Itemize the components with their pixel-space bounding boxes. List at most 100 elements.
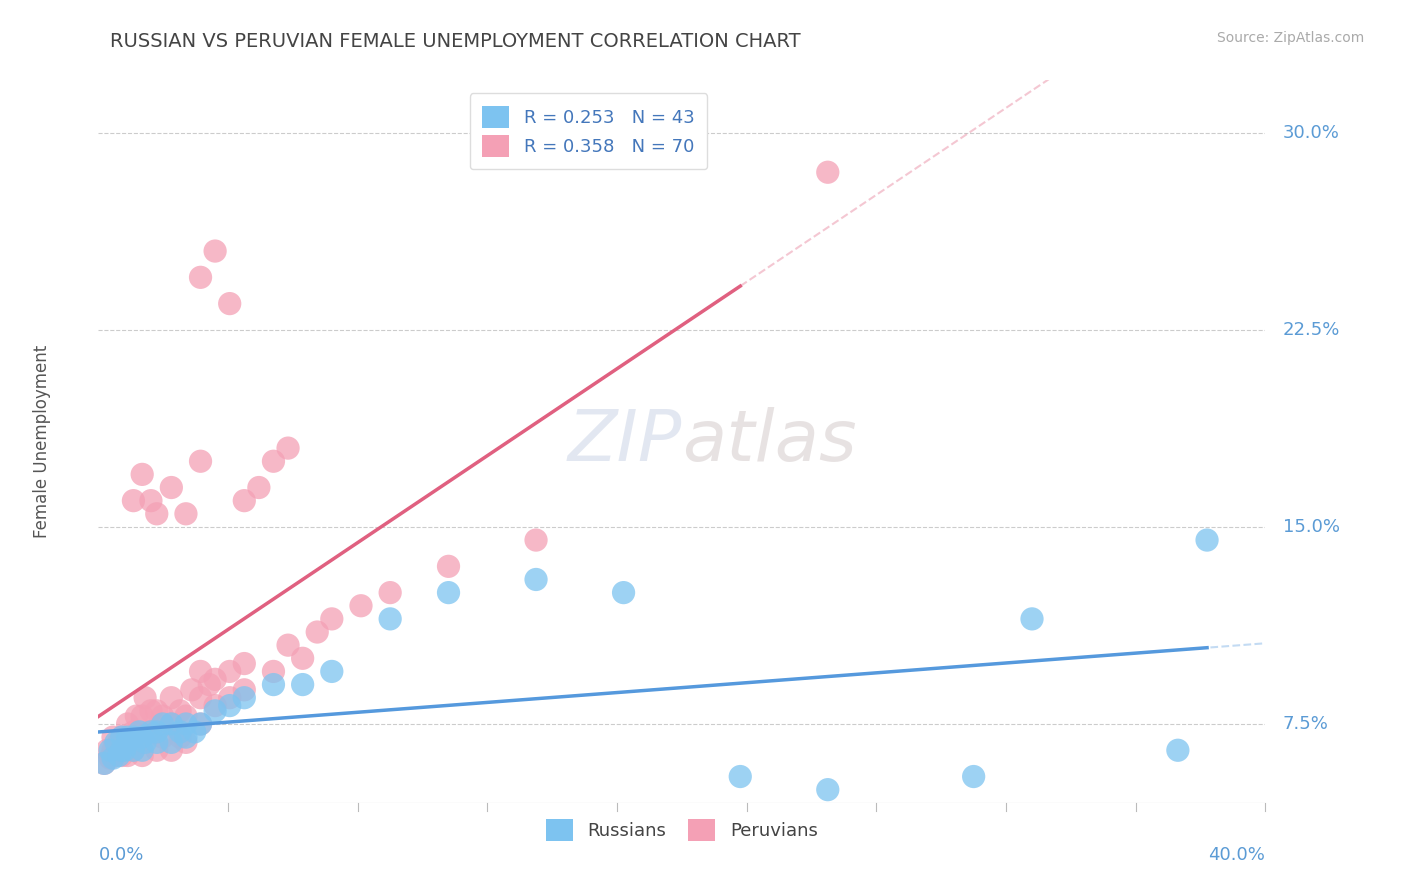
Point — [1195, 533, 1218, 547]
Point — [117, 735, 139, 749]
Point — [117, 730, 139, 744]
Point — [139, 704, 162, 718]
Point — [104, 735, 127, 749]
Point — [817, 165, 839, 179]
Point — [277, 441, 299, 455]
Point — [277, 638, 299, 652]
Point — [117, 735, 139, 749]
Point — [190, 717, 212, 731]
Point — [962, 770, 984, 784]
Point — [101, 751, 124, 765]
Point — [146, 507, 169, 521]
Point — [204, 244, 226, 258]
Point — [169, 730, 191, 744]
Text: Female Unemployment: Female Unemployment — [34, 345, 52, 538]
Point — [1021, 612, 1043, 626]
Point — [160, 717, 183, 731]
Point — [262, 454, 284, 468]
Text: 7.5%: 7.5% — [1282, 715, 1329, 733]
Point — [122, 743, 145, 757]
Point — [174, 709, 197, 723]
Point — [262, 665, 284, 679]
Point — [190, 270, 212, 285]
Point — [817, 782, 839, 797]
Point — [160, 717, 183, 731]
Point — [139, 493, 162, 508]
Point — [117, 717, 139, 731]
Point — [111, 743, 134, 757]
Point — [730, 770, 752, 784]
Point — [122, 724, 145, 739]
Point — [190, 665, 212, 679]
Text: 22.5%: 22.5% — [1282, 321, 1340, 339]
Point — [183, 724, 205, 739]
Point — [218, 690, 240, 705]
Text: atlas: atlas — [682, 407, 856, 476]
Point — [180, 682, 202, 697]
Point — [146, 735, 169, 749]
Point — [108, 735, 131, 749]
Point — [160, 690, 183, 705]
Point — [190, 454, 212, 468]
Point — [111, 730, 134, 744]
Point — [437, 585, 460, 599]
Point — [125, 709, 148, 723]
Point — [160, 743, 183, 757]
Point — [93, 756, 115, 771]
Text: RUSSIAN VS PERUVIAN FEMALE UNEMPLOYMENT CORRELATION CHART: RUSSIAN VS PERUVIAN FEMALE UNEMPLOYMENT … — [110, 32, 800, 52]
Point — [101, 743, 124, 757]
Point — [131, 730, 153, 744]
Point — [152, 730, 174, 744]
Point — [262, 677, 284, 691]
Point — [139, 724, 162, 739]
Point — [321, 665, 343, 679]
Point — [233, 690, 256, 705]
Point — [218, 296, 240, 310]
Point — [131, 743, 153, 757]
Point — [524, 573, 547, 587]
Point — [131, 730, 153, 744]
Point — [152, 717, 174, 731]
Point — [233, 682, 256, 697]
Point — [204, 673, 226, 687]
Point — [146, 704, 169, 718]
Point — [174, 507, 197, 521]
Point — [101, 730, 124, 744]
Point — [146, 743, 169, 757]
Point — [291, 677, 314, 691]
Text: 40.0%: 40.0% — [1209, 847, 1265, 864]
Text: 30.0%: 30.0% — [1282, 124, 1340, 142]
Point — [93, 756, 115, 771]
Text: Source: ZipAtlas.com: Source: ZipAtlas.com — [1216, 31, 1364, 45]
Point — [190, 717, 212, 731]
Point — [524, 533, 547, 547]
Point — [218, 665, 240, 679]
Point — [174, 717, 197, 731]
Point — [152, 709, 174, 723]
Point — [174, 735, 197, 749]
Point — [128, 724, 150, 739]
Point — [128, 735, 150, 749]
Point — [131, 467, 153, 482]
Text: ZIP: ZIP — [568, 407, 682, 476]
Point — [437, 559, 460, 574]
Point — [1167, 743, 1189, 757]
Point — [98, 743, 121, 757]
Point — [131, 709, 153, 723]
Point — [160, 481, 183, 495]
Point — [307, 625, 329, 640]
Point — [114, 735, 136, 749]
Point — [233, 493, 256, 508]
Point — [190, 690, 212, 705]
Point — [104, 743, 127, 757]
Point — [380, 585, 402, 599]
Point — [350, 599, 373, 613]
Point — [134, 735, 156, 749]
Point — [380, 612, 402, 626]
Point — [160, 735, 183, 749]
Point — [114, 743, 136, 757]
Point — [117, 748, 139, 763]
Point — [96, 743, 118, 757]
Point — [108, 748, 131, 763]
Point — [111, 748, 134, 763]
